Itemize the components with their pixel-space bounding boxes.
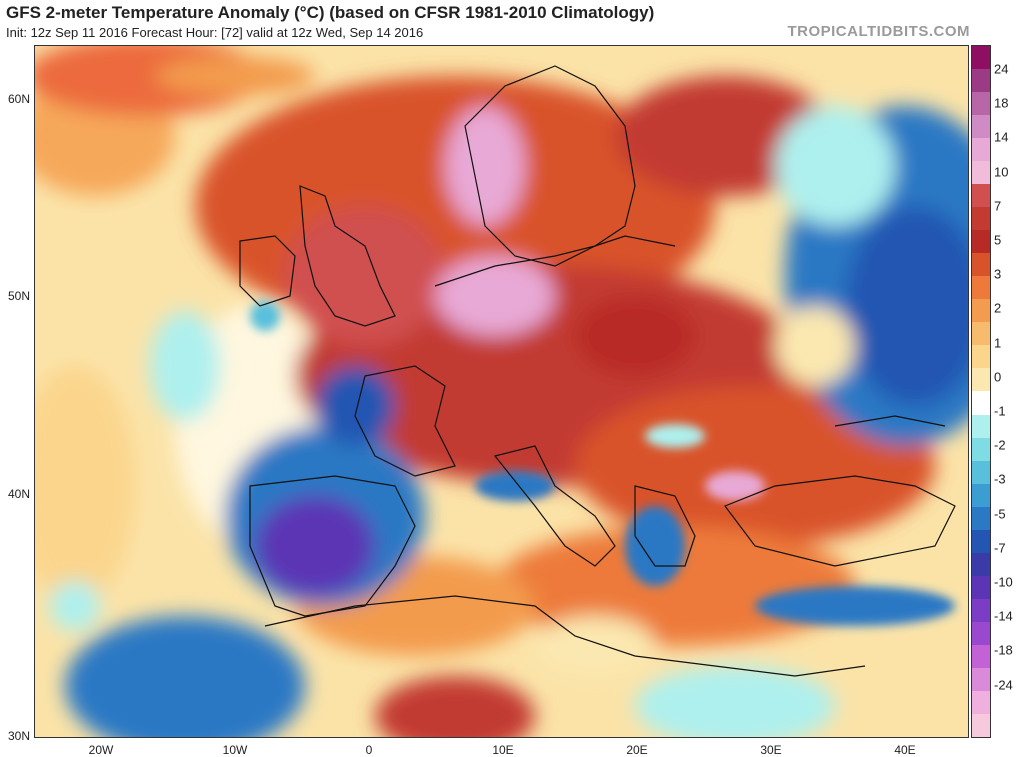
lat-label-40n: 40N (7, 487, 30, 501)
colorbar-label: 1 (994, 335, 1002, 351)
colorbar-cell (972, 276, 990, 300)
colorbar-cell (972, 69, 990, 93)
colorbar-label: -1 (994, 403, 1006, 419)
lon-label-40e: 40E (894, 743, 916, 757)
colorbar-label: -14 (994, 608, 1013, 624)
colorbar-label: -24 (994, 677, 1013, 693)
lat-label-50n: 50N (7, 289, 30, 303)
colorbar-label: -3 (994, 471, 1006, 487)
lon-label-20w: 20W (88, 743, 114, 757)
colorbar-cell (972, 414, 990, 438)
chart-title: GFS 2-meter Temperature Anomaly (°C) (ba… (6, 3, 655, 22)
lat-label-60n: 60N (7, 92, 30, 106)
temperature-anomaly-map (34, 45, 969, 738)
lon-label-0: 0 (365, 743, 373, 757)
colorbar-cell (972, 391, 990, 415)
colorbar-cell (972, 529, 990, 553)
colorbar-cell (972, 230, 990, 254)
colorbar-cell (972, 161, 990, 185)
colorbar-cell (972, 621, 990, 645)
colorbar-label: 14 (994, 129, 1009, 145)
colorbar (971, 45, 991, 738)
lon-label-10e: 10E (492, 743, 514, 757)
terrain-anomaly-detail (250, 301, 955, 626)
colorbar-cell (972, 437, 990, 461)
colorbar-label: -2 (994, 437, 1006, 453)
colorbar-label: 10 (994, 164, 1009, 180)
colorbar-cell (972, 552, 990, 576)
chart-subtitle: Init: 12z Sep 11 2016 Forecast Hour: [72… (6, 25, 424, 40)
colorbar-cell (972, 115, 990, 139)
site-brand: TROPICALTIDBITS.COM (787, 23, 970, 40)
colorbar-label: -7 (994, 540, 1006, 556)
colorbar-label: 18 (994, 95, 1009, 111)
colorbar-cell (972, 138, 990, 162)
colorbar-cell (972, 713, 990, 737)
colorbar-cell (972, 92, 990, 116)
colorbar-cell (972, 598, 990, 622)
colorbar-label: -18 (994, 642, 1013, 658)
colorbar-label: 3 (994, 266, 1002, 282)
colorbar-cell (972, 207, 990, 231)
colorbar-cell (972, 322, 990, 346)
colorbar-cell (972, 299, 990, 323)
colorbar-cell (972, 460, 990, 484)
colorbar-cell (972, 506, 990, 530)
anomaly-field (35, 46, 968, 737)
colorbar-cell (972, 644, 990, 668)
colorbar-cell (972, 345, 990, 369)
colorbar-cell (972, 368, 990, 392)
map-canvas (35, 46, 968, 737)
lon-label-20e: 20E (626, 743, 648, 757)
coastlines (239, 65, 956, 677)
colorbar-cell (972, 667, 990, 691)
colorbar-label: 2 (994, 300, 1002, 316)
lon-label-30e: 30E (760, 743, 782, 757)
colorbar-label: 24 (994, 61, 1009, 77)
colorbar-cell (972, 253, 990, 277)
colorbar-cell (972, 46, 990, 70)
colorbar-cell (972, 184, 990, 208)
colorbar-label: -5 (994, 506, 1006, 522)
colorbar-cell (972, 690, 990, 714)
colorbar-cell (972, 483, 990, 507)
colorbar-cell (972, 575, 990, 599)
lat-label-30n: 30N (7, 729, 30, 743)
colorbar-label: 0 (994, 369, 1002, 385)
colorbar-label: 5 (994, 232, 1002, 248)
colorbar-label: 7 (994, 198, 1002, 214)
lon-label-10w: 10W (222, 743, 248, 757)
colorbar-label: -10 (994, 574, 1013, 590)
